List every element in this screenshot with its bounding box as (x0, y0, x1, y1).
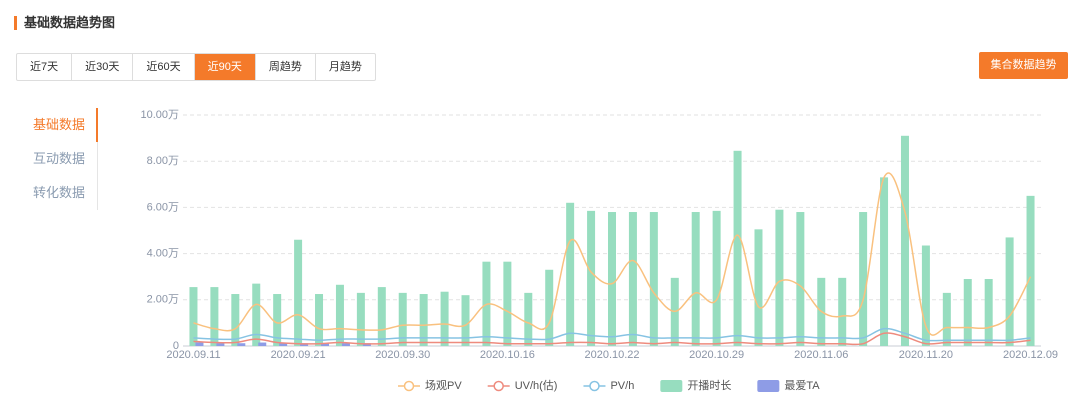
bar (1005, 237, 1014, 346)
bar (258, 342, 267, 346)
bar (273, 294, 282, 346)
line (193, 327, 1031, 342)
bar (880, 177, 889, 346)
y-tick-label: 4.00万 (147, 248, 179, 260)
legend-icon (589, 380, 600, 392)
bar (1026, 195, 1035, 346)
bar (335, 284, 344, 346)
legend-icon (660, 380, 683, 392)
section-title: 基础数据趋势图 (14, 16, 115, 30)
legend-icon (493, 380, 504, 392)
bar (294, 239, 303, 346)
bar (321, 343, 330, 346)
bar (315, 294, 324, 346)
action-button[interactable]: 集合数据趋势 (979, 52, 1068, 79)
legend-label: 最爱TA (784, 379, 820, 392)
tab[interactable]: 近90天 (194, 54, 256, 80)
bar (419, 294, 428, 346)
bar (362, 343, 371, 346)
y-tick-label: 6.00万 (147, 201, 179, 213)
x-tick-label: 2020.11.06 (794, 349, 848, 361)
x-tick-label: 2020.10.29 (689, 349, 744, 361)
legend-icon (403, 380, 415, 392)
bar (733, 150, 742, 346)
y-tick-label: 0 (173, 340, 179, 352)
bar (440, 291, 449, 346)
legend-label: 开播时长 (687, 378, 731, 392)
bar (566, 202, 575, 346)
bar (984, 279, 993, 346)
bar (231, 294, 240, 346)
legend-label: 场观PV (425, 378, 462, 392)
bar (524, 292, 533, 346)
tab[interactable]: 近7天 (17, 54, 73, 80)
tab[interactable]: 近60天 (133, 54, 195, 80)
legend-label: PV/h (610, 380, 634, 392)
bar (237, 343, 246, 346)
side-nav: 基础数据 互动数据 转化数据 (20, 108, 98, 210)
tab[interactable]: 周趋势 (256, 54, 316, 80)
line (193, 172, 1032, 336)
x-tick-label: 2020.09.30 (375, 349, 430, 361)
legend-icon (757, 380, 780, 392)
bar (503, 261, 512, 346)
bar (691, 212, 700, 346)
bar (195, 342, 204, 346)
y-tick-label: 10.00万 (140, 109, 179, 121)
bar (921, 245, 930, 346)
x-tick-label: 2020.10.16 (480, 349, 535, 361)
nav-item[interactable]: 基础数据 (20, 108, 98, 142)
bar (649, 212, 658, 346)
tab[interactable]: 近30天 (72, 54, 134, 80)
tab-bar: 近7天 近30天 近60天 近90天 周趋势 月趋势 (16, 53, 376, 81)
bar (189, 287, 198, 346)
bar (341, 343, 350, 346)
bar (398, 292, 407, 346)
bar (754, 229, 763, 346)
bar (775, 209, 784, 346)
bar (356, 292, 365, 346)
y-tick-label: 2.00万 (147, 294, 179, 306)
bar (796, 212, 805, 346)
bar (963, 279, 972, 346)
bar (377, 287, 386, 346)
bar (216, 343, 225, 346)
bar (712, 210, 721, 346)
bar (628, 212, 637, 346)
x-tick-label: 2020.09.11 (166, 349, 220, 361)
bar (279, 343, 288, 346)
y-tick-label: 8.00万 (147, 155, 179, 167)
bar (587, 210, 596, 346)
x-tick-label: 2020.10.22 (584, 349, 639, 361)
x-tick-label: 2020.11.20 (899, 349, 953, 361)
bar (859, 212, 868, 346)
nav-item[interactable]: 互动数据 (33, 151, 86, 166)
x-tick-label: 2020.12.09 (1003, 349, 1058, 361)
bar (900, 135, 909, 346)
bar (942, 292, 951, 346)
bar (545, 269, 554, 346)
line (193, 332, 1031, 346)
bar (252, 283, 261, 346)
bar (608, 212, 616, 346)
bar (210, 287, 219, 346)
x-tick-label: 2020.09.21 (271, 349, 326, 361)
bar (461, 295, 470, 346)
bar (838, 277, 847, 346)
tab[interactable]: 月趋势 (328, 61, 362, 73)
legend-label: UV/h(估) (515, 379, 558, 392)
bar (300, 343, 309, 346)
nav-item[interactable]: 转化数据 (33, 185, 86, 200)
